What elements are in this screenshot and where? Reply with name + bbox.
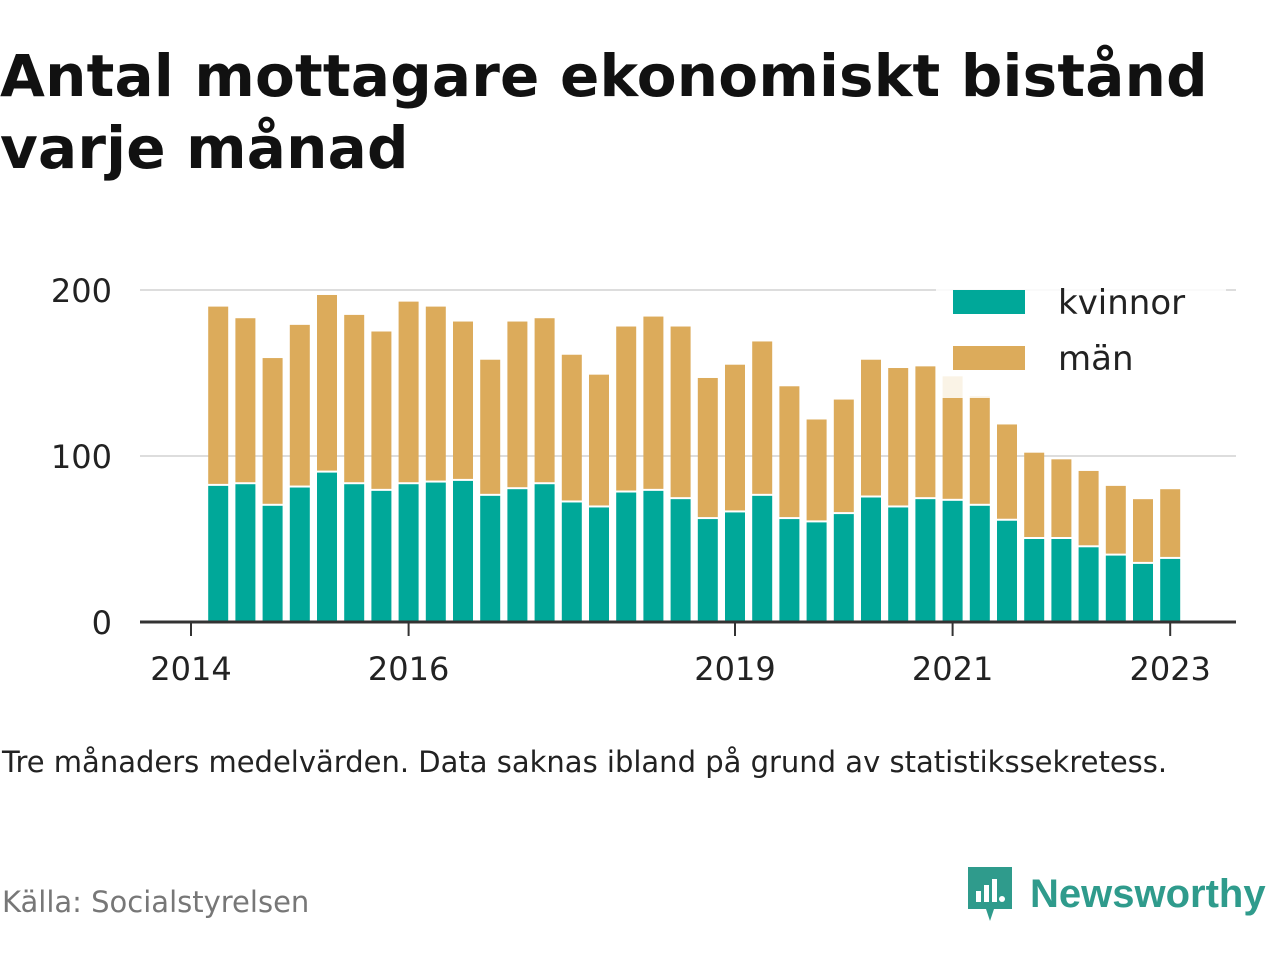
bar-kvinnor [643,490,664,622]
bar-man [643,316,664,489]
bar-kvinnor [561,502,582,622]
x-tick-label: 2014 [150,650,231,688]
bar-man [752,341,773,494]
bar-man [289,324,310,486]
bar-kvinnor [969,505,990,622]
bar-man [670,326,691,498]
bar-man [725,364,745,511]
y-tick-label: 0 [92,604,112,642]
bar-kvinnor [480,495,501,622]
y-tick-label: 100 [51,438,112,476]
bar-kvinnor [1133,563,1153,622]
x-tick-label: 2016 [368,650,449,688]
bar-man [1160,489,1181,557]
bar-kvinnor [507,489,528,622]
bar-man [888,368,909,506]
bar-man [208,306,229,484]
bar-kvinnor [344,484,365,622]
legend-label: män [1058,339,1134,379]
bar-kvinnor [616,492,637,622]
legend-swatch [953,290,1025,314]
bar-man [344,314,365,483]
bar-kvinnor [1078,547,1099,622]
bar-kvinnor [725,512,745,622]
bar-kvinnor [670,499,691,622]
bar-man [833,399,854,513]
bar-kvinnor [861,497,881,622]
bar-kvinnor [1105,555,1126,622]
bar-man [1024,452,1045,537]
bar-kvinnor [589,507,609,622]
bar-man [453,321,473,479]
chart-note: Tre månaders medelvärden. Data saknas ib… [2,745,1168,779]
bar-kvinnor [398,484,419,622]
chart-title: Antal mottagare ekonomiskt bistånd varje… [0,42,1208,182]
bar-man [589,374,609,506]
bar-kvinnor [1024,539,1045,622]
bar-man [262,358,283,504]
bar-man [561,354,582,501]
bar-man [507,321,528,488]
bar-kvinnor [997,520,1017,622]
source-label: Källa: Socialstyrelsen [2,885,310,919]
bar-man [915,366,936,498]
bar-kvinnor [453,480,473,622]
bar-man [235,318,256,483]
bar-kvinnor [534,484,555,622]
legend-label: kvinnor [1058,283,1185,323]
bar-kvinnor [208,485,229,622]
bar-kvinnor [752,495,773,622]
x-axis: 2014 2016 2019 2021 2023 [140,620,1236,688]
bar-kvinnor [888,507,909,622]
bar-kvinnor [235,484,256,622]
bar-kvinnor [371,490,392,622]
legend: kvinnor män [936,283,1226,398]
bar-man [942,376,963,499]
newsworthy-logo-icon [968,867,1012,921]
x-tick-label: 2019 [694,650,775,688]
bar-man [861,359,881,496]
y-tick-label: 200 [51,272,112,310]
bar-kvinnor [289,487,310,622]
bar-man [997,424,1017,519]
bar-kvinnor [915,499,936,622]
stacked-bar-chart: 0 100 200 2014 2016 2019 2021 2023 kvinnor män [51,272,1236,688]
bar-kvinnor [262,505,283,622]
bar-kvinnor [1051,539,1072,622]
bar-kvinnor [833,514,854,622]
bar-man [806,419,827,521]
bar-man [1051,459,1072,537]
bar-man [398,301,419,483]
bar-man [779,386,800,518]
bar-kvinnor [317,472,337,622]
bar-kvinnor [697,519,718,622]
x-tick-label: 2023 [1129,650,1210,688]
bar-man [697,377,718,518]
bars [208,294,1181,622]
bar-man [1105,485,1126,554]
bar-man [371,331,392,489]
bar-man [534,318,555,483]
bar-man [480,359,501,494]
bar-man [317,294,337,471]
bar-man [969,396,990,504]
bar-man [425,306,446,481]
bar-man [1133,499,1153,562]
newsworthy-logo: Newsworthy [964,862,1266,926]
x-tick-label: 2021 [912,650,993,688]
bar-man [616,326,637,491]
legend-swatch [953,346,1025,370]
bar-kvinnor [779,519,800,622]
bar-kvinnor [942,500,963,622]
brand-name: Newsworthy [1030,871,1266,916]
bar-kvinnor [1160,558,1181,622]
bar-kvinnor [806,522,827,622]
bar-man [1078,470,1099,546]
bar-kvinnor [425,482,446,622]
